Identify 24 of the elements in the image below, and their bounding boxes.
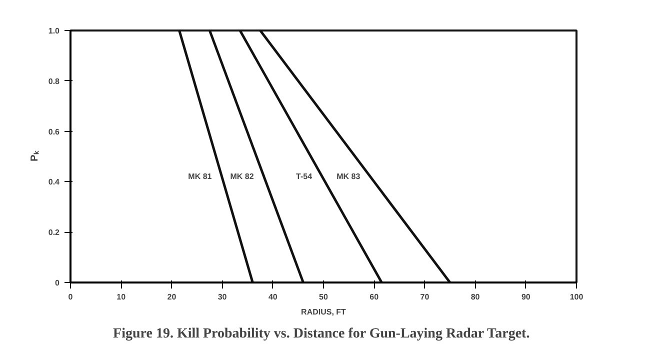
x-axis-title: RADIUS, FT bbox=[301, 308, 346, 316]
y-tick-label: 0.4 bbox=[48, 178, 60, 187]
series-label: MK 81 bbox=[188, 172, 212, 182]
series-label: MK 83 bbox=[336, 172, 361, 182]
x-tick-label: 40 bbox=[268, 292, 278, 302]
x-tick-label: 10 bbox=[116, 292, 126, 302]
x-tick-label: 30 bbox=[218, 292, 228, 302]
x-tick-label: 100 bbox=[570, 292, 584, 302]
text: Figure 19. Kill Probability vs. Distance for Gun-Laying Radar Target. bbox=[113, 326, 530, 342]
x-tick-label: 70 bbox=[420, 292, 430, 302]
x-tick-label: 20 bbox=[167, 292, 177, 302]
x-tick-label: 0 bbox=[68, 292, 74, 302]
x-tick-label: 60 bbox=[370, 292, 380, 302]
y-tick-label: 1.0 bbox=[48, 26, 60, 36]
series-label: MK 82 bbox=[230, 172, 254, 182]
y-axis-title: Pₖ bbox=[29, 150, 40, 162]
series-label: T-54 bbox=[296, 172, 313, 182]
y-tick-label: 0 bbox=[55, 278, 60, 288]
y-tick-label: 0.8 bbox=[48, 76, 60, 86]
x-tick-label: 80 bbox=[470, 292, 480, 302]
y-tick-label: 0.2 bbox=[48, 228, 60, 238]
x-tick-label: 50 bbox=[319, 292, 328, 302]
x-tick-label: 90 bbox=[521, 292, 531, 302]
y-tick-label: 0.6 bbox=[48, 127, 60, 136]
